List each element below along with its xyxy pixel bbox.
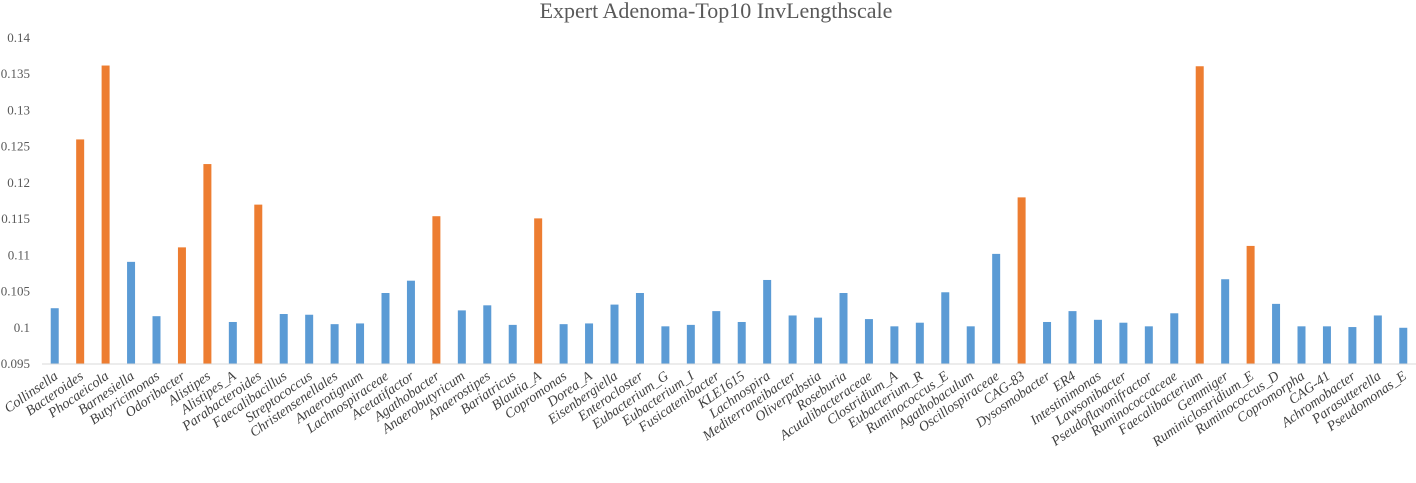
bar-faecalibacterium [1195,66,1204,365]
bar-fusicatenibacter [712,311,721,364]
bar-phocaeicola [101,65,110,364]
bar-gemmiger [1221,279,1230,364]
bar-pseudomonas-e [1399,327,1408,364]
bar-ruminococcus-d [1272,303,1281,364]
bar-agathobaculum [966,326,975,364]
bar-lachnospira [763,279,772,364]
bar-parasutterella [1373,315,1382,364]
bar-anaerostipes [483,305,492,364]
y-tick-label: 0.14 [7,30,30,45]
y-tick-label: 0.135 [1,66,30,81]
bar-dorea-a [585,323,594,364]
bar-dysosmobacter [1043,321,1052,364]
bar-streptococcus [305,314,314,364]
bar-clostridium-a [890,326,899,364]
bar-kle1615 [737,321,746,364]
y-tick-label: 0.095 [1,356,30,371]
bar-anaerotignum [356,323,365,364]
y-tick-label: 0.125 [1,139,30,154]
bar-alistipes [203,164,212,364]
bar-copromonas [559,324,568,364]
bar-er4 [1068,311,1077,364]
y-tick-label: 0.13 [7,102,30,117]
x-axis-labels: CollinsellaBacteroidesPhocaeicolaBarnesi… [2,368,1410,450]
bar-eisenbergiella [610,304,619,364]
bar-ruminococcaceae [1170,313,1179,364]
bar-cag-41 [1322,326,1331,364]
bar-ruminococcus-e [941,292,950,364]
bar-oliverpabstia [814,317,823,364]
y-tick-label: 0.11 [8,247,30,262]
bar-faecalibacillus [279,314,288,364]
bar-lachnospiraceae [381,293,390,364]
bar-pseudoflavonifractor [1144,326,1153,364]
bar-acetatifactor [406,280,415,364]
bar-christensenellales [330,324,339,364]
y-tick-label: 0.105 [1,284,30,299]
bar-eubacterium-r [915,322,924,364]
bar-lawsonibacter [1119,322,1128,364]
bar-cag-83 [1017,197,1026,364]
bars [50,65,1408,365]
y-tick-label: 0.1 [14,320,30,335]
bar-blautia-a [534,218,543,364]
bar-eubacterium-g [661,326,670,364]
bar-mediterraneibacter [788,315,797,364]
chart-title: Expert Adenoma-Top10 InvLengthscale [540,0,893,23]
bar-copromorpha [1297,326,1306,364]
bar-enterocloster [635,293,644,364]
y-tick-label: 0.115 [1,211,30,226]
bar-intestinimonas [1093,319,1102,364]
y-axis: 0.095 0.1 0.105 0.11 0.115 0.12 0.125 0.13 0.135… [1,30,31,371]
bar-bariatricus [508,324,517,364]
bar-odoribacter [177,247,186,364]
bar-anaerobutyricum [457,310,466,364]
bar-eubacterium-i [686,324,695,364]
bar-acutalibacteraceae [864,319,873,364]
bar-roseburia [839,293,848,364]
bar-butyricimonas [152,316,161,364]
bar-bacteroides [76,139,85,364]
bar-parabacteroides [254,204,263,364]
bar-agathobacter [432,216,441,364]
bar-barnesiella [127,261,136,364]
bar-collinsella [50,308,59,364]
y-tick-label: 0.12 [7,175,30,190]
bar-alistipes-a [228,321,237,364]
bar-ruminiclostridium-e [1246,245,1255,364]
bar-oscillospiraceae [992,253,1001,364]
bar-achromobacter [1348,327,1357,364]
